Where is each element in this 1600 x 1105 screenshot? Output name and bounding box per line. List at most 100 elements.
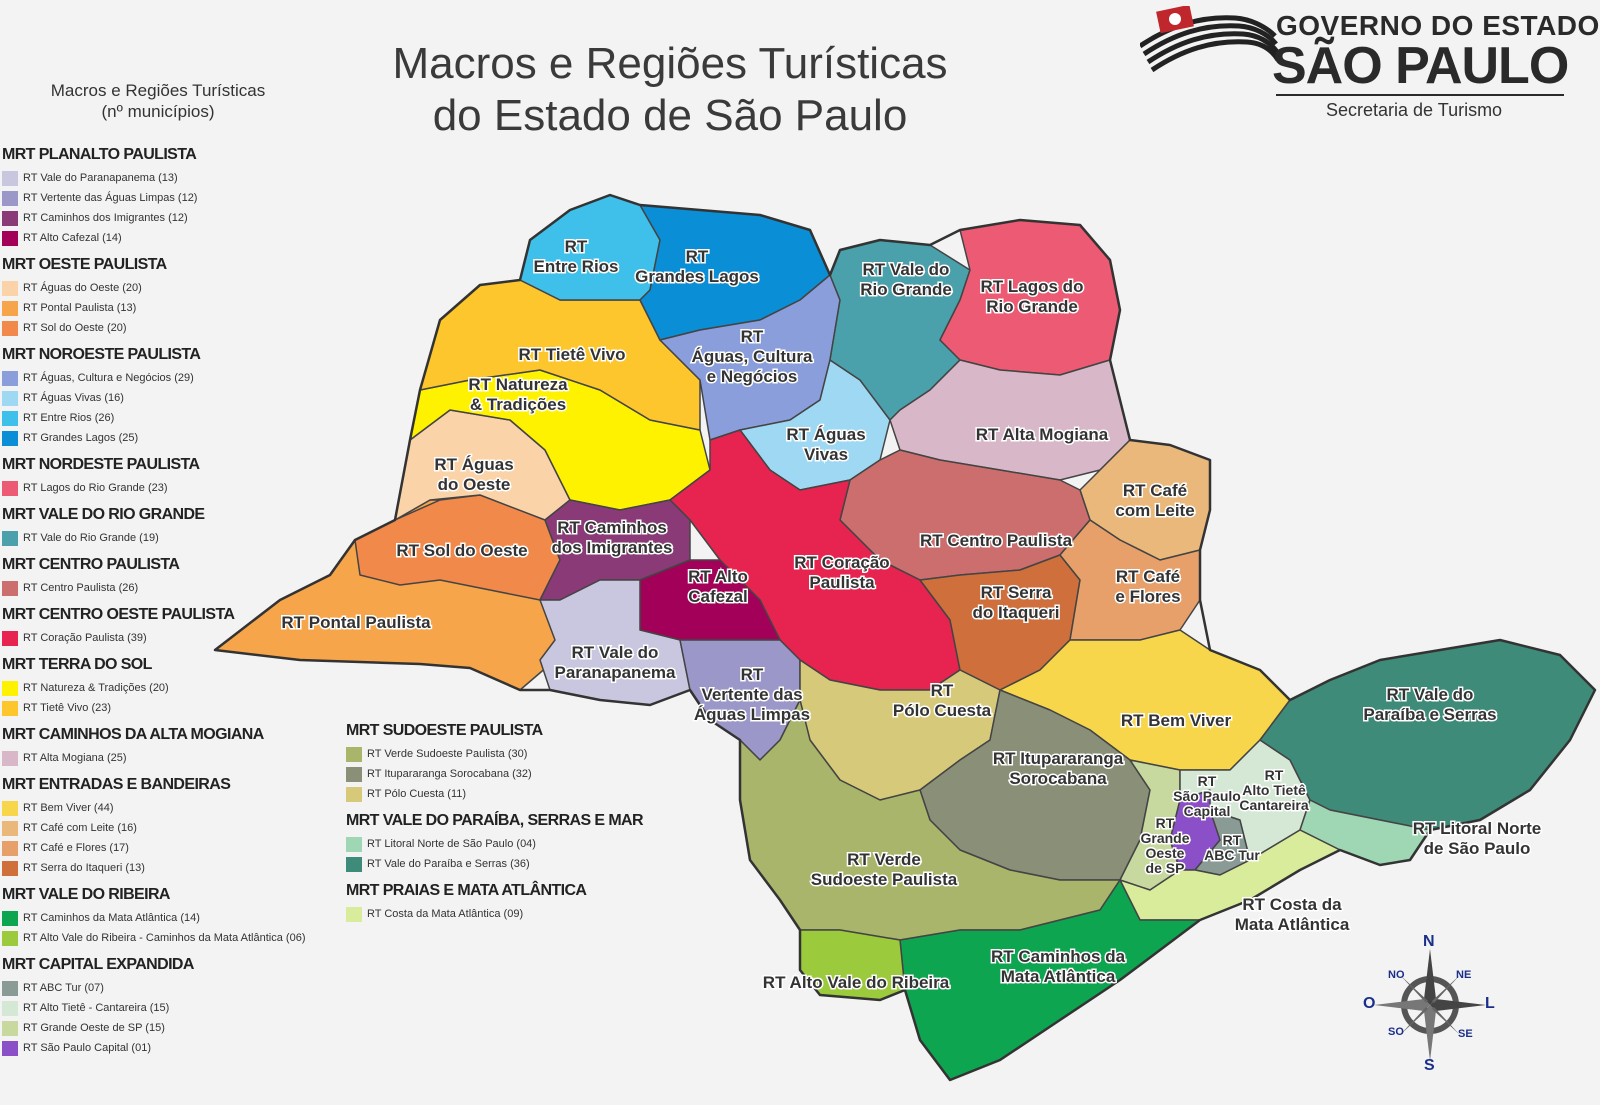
label-vale-rio-grande: RT Vale do Rio Grande (860, 260, 952, 299)
label-aguas-cultura: RT Águas, Cultura e Negócios (692, 327, 813, 386)
legend-macro-heading: MRT PLANALTO PAULISTA (2, 146, 197, 163)
label-alto-cafezal: RT Alto Cafezal (688, 567, 748, 606)
label-abc: RT ABC Tur (1204, 832, 1260, 863)
legend-item-label: RT Caminhos da Mata Atlântica (14) (23, 912, 200, 924)
legend-item-label: RT Bem Viver (44) (23, 802, 114, 814)
label-grande-oeste: RT Grande Oeste de SP (1140, 815, 1189, 876)
label-tiete-vivo: RT Tietê Vivo (518, 345, 625, 364)
legend-item-label: RT Café com Leite (16) (23, 822, 137, 834)
legend-item-label: RT Verde Sudoeste Paulista (30) (367, 748, 528, 760)
legend-swatch (2, 910, 18, 926)
legend-item-label: RT Alto Cafezal (14) (23, 232, 122, 244)
legend-macro-heading: MRT TERRA DO SOL (2, 656, 152, 673)
label-costa-mata: RT Costa da Mata Atlântica (1235, 895, 1350, 934)
legend-swatch (2, 190, 18, 206)
label-sp-capital: RT São Paulo Capital (1173, 773, 1241, 819)
legend-item: RT Vale do Paranapanema (13) (2, 168, 332, 188)
legend-item: RT Entre Rios (26) (2, 408, 332, 428)
legend-item: RT Vale do Rio Grande (19) (2, 528, 332, 548)
legend-swatch (2, 320, 18, 336)
legend-swatch (2, 580, 18, 596)
legend-item-label: RT Grande Oeste de SP (15) (23, 1022, 165, 1034)
compass-no: NO (1388, 969, 1405, 981)
legend-swatch (2, 820, 18, 836)
legend-item: RT Águas, Cultura e Negócios (29) (2, 368, 332, 388)
legend-item: RT Coração Paulista (39) (2, 628, 332, 648)
legend-item: RT Vale do Paraíba e Serras (36) (346, 854, 666, 874)
legend-swatch (2, 530, 18, 546)
label-alta-mogiana: RT Alta Mogiana (976, 425, 1109, 444)
legend-item-label: RT Natureza & Tradições (20) (23, 682, 169, 694)
legend-swatch (2, 300, 18, 316)
legend-item-label: RT Sol do Oeste (20) (23, 322, 127, 334)
legend-swatch (2, 1020, 18, 1036)
legend-swatch (2, 370, 18, 386)
label-vale-paranapanema: RT Vale do Paranapanema (555, 643, 676, 682)
legend-item: RT Bem Viver (44) (2, 798, 332, 818)
legend-item-label: RT São Paulo Capital (01) (23, 1042, 151, 1054)
legend-item-label: RT Entre Rios (26) (23, 412, 115, 424)
label-caminhos-mata: RT Caminhos da Mata Atlântica (991, 947, 1126, 986)
legend-item: RT Alto Vale do Ribeira - Caminhos da Ma… (2, 928, 332, 948)
label-caminhos-imigrantes: RT Caminhos dos Imigrantes (552, 518, 673, 557)
label-bem-viver: RT Bem Viver (1121, 711, 1232, 730)
legend-item-label: RT Pólo Cuesta (11) (367, 788, 467, 800)
legend-item: RT ABC Tur (07) (2, 978, 332, 998)
legend-item: RT Centro Paulista (26) (2, 578, 332, 598)
legend-macro-heading: MRT VALE DO RIBEIRA (2, 886, 170, 903)
label-itupararanga: RT Itupararanga Sorocabana (993, 749, 1124, 788)
legend-item: RT Tietê Vivo (23) (2, 698, 332, 718)
legend-macro-heading: MRT PRAIAS E MATA ATLÂNTICA (346, 882, 587, 899)
legend-swatch (2, 430, 18, 446)
label-alto-vale-ribeira: RT Alto Vale do Ribeira (763, 973, 950, 992)
legend-swatch (2, 630, 18, 646)
legend-item: RT Alta Mogiana (25) (2, 748, 332, 768)
flag-stripes-icon (1140, 6, 1280, 73)
legend-macro-heading: MRT VALE DO RIO GRANDE (2, 506, 205, 523)
legend-macro-heading: MRT CAPITAL EXPANDIDA (2, 956, 194, 973)
compass-ne: NE (1456, 969, 1472, 981)
legend-item: RT Café com Leite (16) (2, 818, 332, 838)
logo-line-3: Secretaria de Turismo (1326, 100, 1503, 120)
legend-item-label: RT Vale do Rio Grande (19) (23, 532, 159, 544)
legend-item-label: RT Grandes Lagos (25) (23, 432, 139, 444)
legend-item: RT Pólo Cuesta (11) (346, 784, 666, 804)
legend-macro-heading: MRT ENTRADAS E BANDEIRAS (2, 776, 231, 793)
legend-header-line-1: Macros e Regiões Turísticas (50, 81, 266, 100)
label-aguas-oeste: RT Águas do Oeste (434, 455, 513, 494)
legend-item: RT Vertente das Águas Limpas (12) (2, 188, 332, 208)
legend-swatch (2, 930, 18, 946)
legend-item-label: RT Alta Mogiana (25) (23, 752, 127, 764)
legend-item: RT Café e Flores (17) (2, 838, 332, 858)
legend-item: RT Águas do Oeste (20) (2, 278, 332, 298)
legend-swatch (2, 800, 18, 816)
compass-se: SE (1458, 1028, 1473, 1040)
legend-item: RT Verde Sudoeste Paulista (30) (346, 744, 666, 764)
legend-item: RT Águas Vivas (16) (2, 388, 332, 408)
title-line-2: do Estado de São Paulo (432, 91, 908, 140)
legend-swatch (2, 410, 18, 426)
legend-swatch (346, 836, 362, 852)
compass-icon (1374, 949, 1486, 1061)
legend-item-label: RT Vertente das Águas Limpas (12) (23, 192, 198, 204)
government-logo: GOVERNO DO ESTADO SÃO PAULO Secretaria d… (1140, 6, 1599, 126)
legend-header-line-2: (nº municípios) (101, 102, 215, 121)
legend-header: Macros e Regiões Turísticas (nº municípi… (18, 80, 298, 122)
legend-item-label: RT Tietê Vivo (23) (23, 702, 112, 714)
legend-swatch (2, 1040, 18, 1056)
compass-l: L (1485, 995, 1495, 1012)
legend-item-label: RT Vale do Paranapanema (13) (23, 172, 178, 184)
legend-item: RT Natureza & Tradições (20) (2, 678, 332, 698)
legend-item-label: RT ABC Tur (07) (23, 982, 104, 994)
label-cafe-flores: RT Café e Flores (1115, 567, 1180, 606)
legend-swatch (346, 856, 362, 872)
label-litoral-norte: RT Litoral Norte de São Paulo (1413, 819, 1541, 858)
legend-swatch (2, 700, 18, 716)
legend-item-label: RT Itupararanga Sorocabana (32) (367, 768, 532, 780)
legend-item: RT Itupararanga Sorocabana (32) (346, 764, 666, 784)
legend-item-label: RT Caminhos dos Imigrantes (12) (23, 212, 188, 224)
legend-item: RT Serra do Itaqueri (13) (2, 858, 332, 878)
legend-item: RT Grandes Lagos (25) (2, 428, 332, 448)
label-verde-sudoeste: RT Verde Sudoeste Paulista (811, 850, 958, 889)
